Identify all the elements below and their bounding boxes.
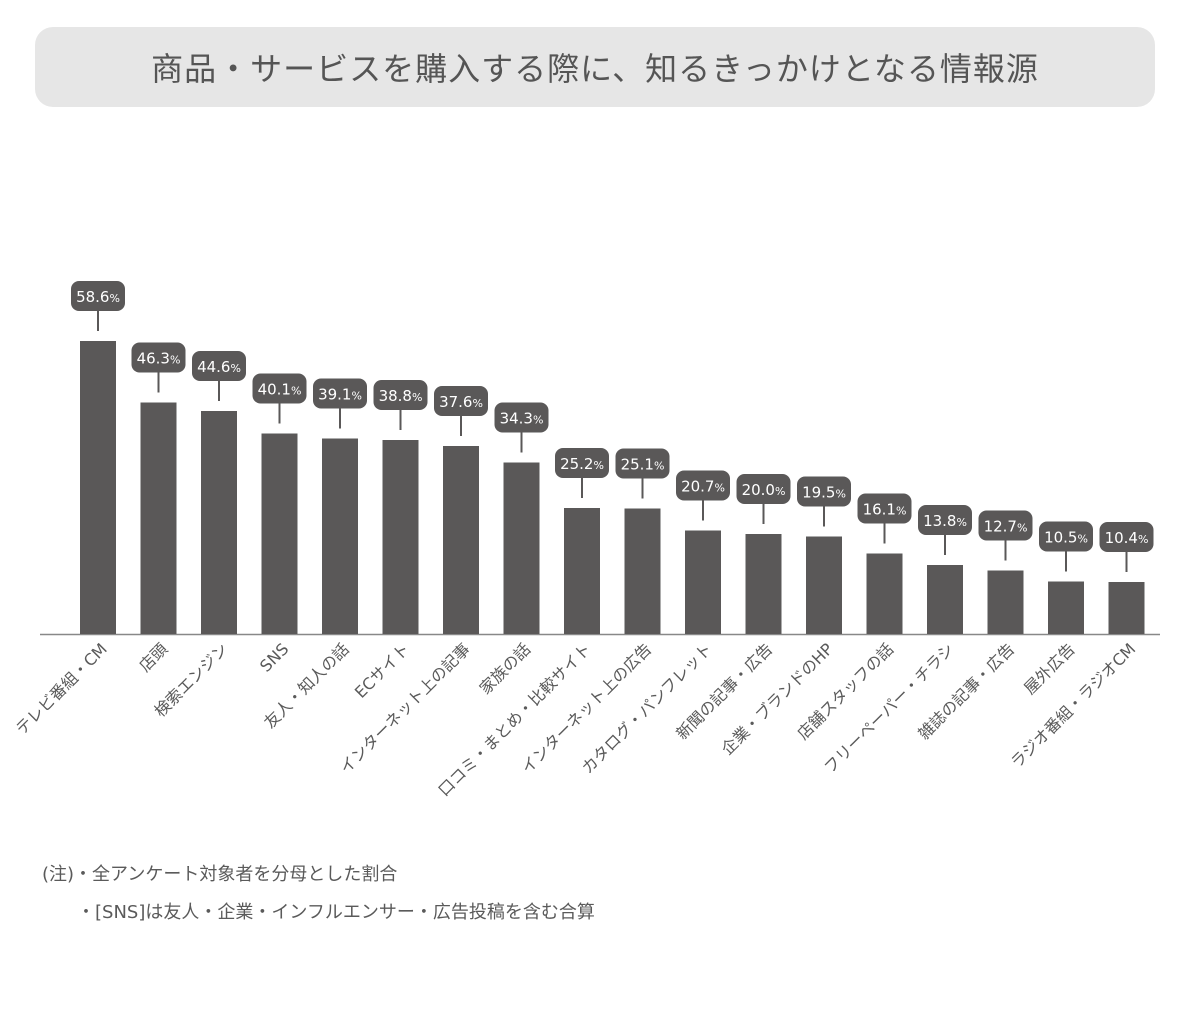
category-label: テレビ番組・CM (12, 639, 111, 738)
value-label-box (918, 505, 972, 535)
category-label: SNS (256, 639, 292, 675)
note-1: (注)・全アンケート対象者を分母とした割合 (42, 864, 398, 885)
value-label: 10.5% (1044, 529, 1088, 547)
value-label-box (71, 281, 125, 311)
bar (866, 553, 903, 634)
note-2: ・[SNS]は友人・企業・インフルエンサー・広告投稿を含む合算 (77, 902, 595, 923)
bar (685, 530, 721, 634)
value-label-box (676, 470, 730, 501)
value-label: 20.7% (681, 478, 725, 496)
value-label: 12.7% (984, 518, 1028, 536)
bar (564, 508, 600, 634)
bar (261, 433, 298, 634)
value-label-box (736, 474, 791, 504)
value-label: 46.3% (137, 350, 181, 368)
bar (927, 565, 963, 634)
value-label: 34.3% (500, 410, 544, 428)
category-label: ラジオ番組・ラジオCM (1007, 639, 1139, 771)
bar (1108, 582, 1145, 634)
value-label-box (131, 342, 186, 373)
category-label: 屋外広告 (1020, 639, 1079, 698)
bar (745, 534, 782, 634)
category-label: ECサイト (351, 639, 413, 701)
chart-title-box: 商品・サービスを購入する際に、知るきっかけとなる情報源 (35, 27, 1155, 107)
chart-title: 商品・サービスを購入する際に、知るきっかけとなる情報源 (151, 50, 1039, 88)
value-label: 40.1% (258, 381, 302, 399)
category-label: 企業・ブランドのHP (718, 639, 838, 759)
value-label-box (434, 386, 488, 416)
bar (382, 440, 419, 634)
value-label: 19.5% (802, 484, 846, 502)
value-label: 37.6% (439, 393, 483, 411)
value-label-box (797, 476, 851, 507)
bar (443, 446, 479, 634)
value-label: 38.8% (379, 387, 423, 405)
value-label: 25.2% (560, 455, 604, 473)
value-label-box (555, 448, 609, 478)
bar (503, 462, 540, 634)
chart-notes: (注)・全アンケート対象者を分母とした割合 ・[SNS]は友人・企業・インフルエ… (42, 856, 595, 932)
value-label: 13.8% (923, 512, 967, 530)
bar (624, 508, 661, 634)
bar (322, 438, 358, 634)
value-label-box (1039, 521, 1093, 552)
value-label-box (615, 448, 670, 479)
value-label: 58.6% (76, 288, 120, 306)
value-label-box (494, 402, 549, 433)
bar (140, 402, 177, 634)
value-label-box (857, 493, 912, 524)
category-label: 家族の話 (476, 639, 535, 698)
value-label: 39.1% (318, 386, 362, 404)
value-label: 20.0% (742, 481, 786, 499)
value-label-box (252, 373, 307, 404)
value-label-box (192, 351, 246, 381)
category-label: 店頭 (135, 639, 171, 675)
bar (806, 536, 842, 634)
value-label: 44.6% (197, 358, 241, 376)
value-label-box (313, 378, 367, 409)
value-label-box (1099, 522, 1154, 552)
bar (80, 341, 116, 634)
value-label-box (373, 380, 428, 410)
value-label: 25.1% (621, 456, 665, 474)
value-label: 10.4% (1105, 529, 1149, 547)
bar (201, 411, 237, 634)
bar (1048, 581, 1084, 634)
value-label-box (978, 510, 1033, 541)
bar (987, 570, 1024, 634)
value-label: 16.1% (863, 501, 907, 519)
